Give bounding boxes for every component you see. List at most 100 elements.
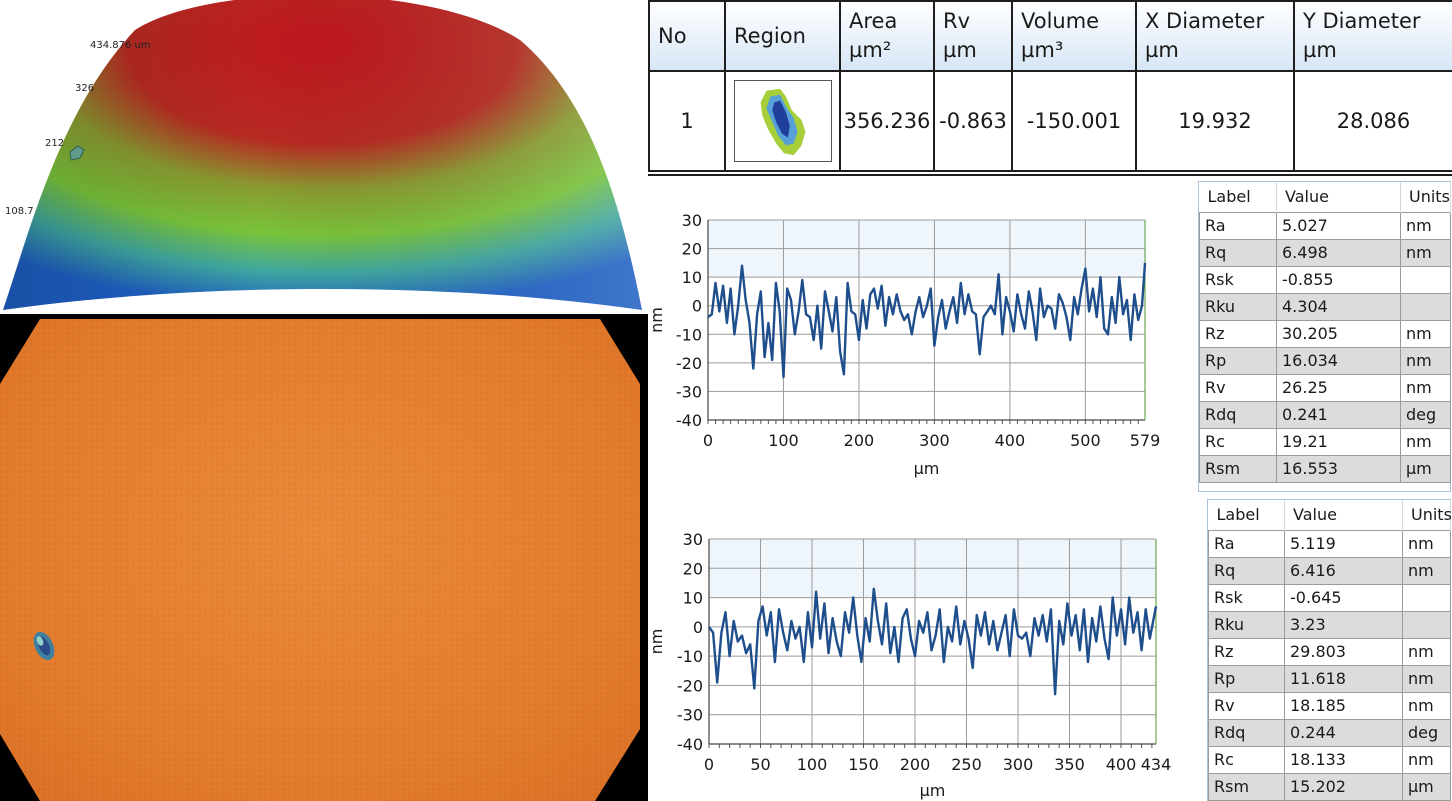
- stats-cell-unit: nm: [1402, 691, 1451, 720]
- stats-cell-value: 11.618: [1284, 664, 1403, 693]
- y-tick-label: 10: [683, 589, 703, 608]
- table-row[interactable]: Rp 16.034 nm: [1199, 346, 1451, 375]
- y-tick-label: -40: [677, 735, 703, 754]
- stats-cell-label: Rsm: [1208, 772, 1285, 801]
- table-row[interactable]: Rdq 0.244 deg: [1208, 718, 1451, 747]
- table-row[interactable]: Rq 6.416 nm: [1208, 556, 1451, 585]
- y-tick-label: -30: [677, 706, 703, 725]
- stats-cell-unit: nm: [1400, 211, 1451, 240]
- table-row[interactable]: Rku 4.304: [1199, 292, 1451, 321]
- stats-header-value[interactable]: Value: [1284, 500, 1403, 530]
- stats-cell-label: Ra: [1199, 211, 1277, 240]
- stats-cell-value: 30.205: [1276, 319, 1401, 348]
- stats-cell-label: Rv: [1199, 373, 1277, 402]
- x-tick-label: 100: [768, 431, 799, 450]
- stats-header-label[interactable]: Label: [1208, 500, 1285, 530]
- x-tick-label: 300: [1003, 755, 1034, 774]
- stats-cell-unit: nm: [1402, 637, 1451, 666]
- stats-header-label[interactable]: Label: [1199, 182, 1277, 212]
- table-row[interactable]: Rsk -0.645: [1208, 583, 1451, 612]
- header-region[interactable]: Region: [724, 0, 841, 72]
- y-tick-label: 10: [682, 268, 702, 287]
- stats-cell-value: 3.23: [1284, 610, 1403, 639]
- cell-y-diameter: 28.086: [1293, 70, 1452, 172]
- stats-cell-unit: nm: [1402, 556, 1451, 585]
- stats-cell-value: 16.553: [1276, 454, 1401, 483]
- stats-cell-label: Rv: [1208, 691, 1285, 720]
- table-row[interactable]: Rv 26.25 nm: [1199, 373, 1451, 402]
- stats-cell-label: Rz: [1199, 319, 1277, 348]
- stats-cell-value: 0.244: [1284, 718, 1403, 747]
- stats-cell-unit: nm: [1400, 238, 1451, 267]
- table-row[interactable]: Rz 30.205 nm: [1199, 319, 1451, 348]
- stats-header-value[interactable]: Value: [1276, 182, 1401, 212]
- stats-cell-unit: deg: [1400, 400, 1451, 429]
- stats-header-units[interactable]: Units: [1400, 182, 1451, 212]
- 2d-surface-map[interactable]: [0, 314, 648, 801]
- x-axis-label: µm: [920, 781, 946, 800]
- stats-cell-label: Rdq: [1199, 400, 1277, 429]
- profile-series-line: [707, 262, 1147, 379]
- table-row[interactable]: Rku 3.23: [1208, 610, 1451, 639]
- region-thumbnail: [733, 80, 832, 162]
- table-row[interactable]: Rc 18.133 nm: [1208, 745, 1451, 774]
- table-row[interactable]: 1 356.236 -0.863 -150.001 19.932 28.086: [648, 70, 1452, 172]
- x-axis-label: µm: [914, 459, 940, 478]
- y-tick-label: 30: [682, 211, 702, 230]
- stats-cell-label: Rp: [1199, 346, 1277, 375]
- table-row[interactable]: Rsm 16.553 µm: [1199, 454, 1451, 483]
- stats-cell-value: 5.119: [1284, 529, 1403, 558]
- table-row[interactable]: Ra 5.119 nm: [1208, 529, 1451, 558]
- stats-cell-value: 0.241: [1276, 400, 1401, 429]
- stats-cell-value: -0.855: [1276, 265, 1401, 294]
- stats-cell-label: Rc: [1208, 745, 1285, 774]
- x-tick-label: 400: [995, 431, 1026, 450]
- y-tick-label: -40: [676, 411, 702, 430]
- x-tick-label: 50: [750, 755, 770, 774]
- x-tick-label: 0: [703, 431, 713, 450]
- profile-graph-1[interactable]: 30 20 10 0 -10 -20 -30 -40 0 100 200 300 400 500 579 µm…: [647, 180, 1196, 490]
- table-row[interactable]: Rp 11.618 nm: [1208, 664, 1451, 693]
- stats-cell-value: 6.498: [1276, 238, 1401, 267]
- table-row[interactable]: Rq 6.498 nm: [1199, 238, 1451, 267]
- stats-cell-label: Rku: [1199, 292, 1277, 321]
- table-row[interactable]: Rsm 15.202 µm: [1208, 772, 1451, 801]
- roughness-stats-panel-1: Label Value Units Ra 5.027 nm Rq 6.498 nm Rsk -…: [1198, 181, 1451, 492]
- y-tick-label: 30: [683, 530, 703, 549]
- cell-x-diameter: 19.932: [1135, 70, 1295, 172]
- table-row[interactable]: Ra 5.027 nm: [1199, 211, 1451, 240]
- header-y-diameter[interactable]: Y Diameter µm: [1293, 0, 1452, 72]
- 3d-axis-label: 108.7: [5, 206, 34, 217]
- header-rv[interactable]: Rv µm: [933, 0, 1013, 72]
- stats-cell-value: 19.21: [1276, 427, 1401, 456]
- defect-marker-3d: [69, 145, 85, 161]
- x-tick-label: 350: [1054, 755, 1085, 774]
- header-no[interactable]: No: [648, 0, 726, 72]
- stats-cell-unit: nm: [1402, 529, 1451, 558]
- defect-marker-2d: [33, 631, 55, 661]
- 3d-axis-label: 434.876 um: [90, 40, 151, 51]
- y-tick-label: -10: [676, 325, 702, 344]
- 3d-surface-view[interactable]: 434.876 um 326 212 108.7: [0, 0, 648, 314]
- profile-graph-2[interactable]: 30 20 10 0 -10 -20 -30 -40 0 50 100 150 200 250 300 350…: [647, 496, 1203, 801]
- table-row[interactable]: Rv 18.185 nm: [1208, 691, 1451, 720]
- table-row[interactable]: Rz 29.803 nm: [1208, 637, 1451, 666]
- stats-cell-value: 18.185: [1284, 691, 1403, 720]
- y-tick-label: 0: [692, 297, 702, 316]
- stats-header-row: Label Value Units: [1199, 182, 1451, 212]
- header-x-diameter[interactable]: X Diameter µm: [1135, 0, 1295, 72]
- x-tick-label: 500: [1070, 431, 1101, 450]
- stats-cell-value: 4.304: [1276, 292, 1401, 321]
- table-row[interactable]: Rdq 0.241 deg: [1199, 400, 1451, 429]
- 3d-axis-label: 212: [45, 138, 65, 149]
- x-tick-label: 100: [797, 755, 828, 774]
- region-table-header: No Region Area µm² Rv µm Volume µm³ X Diame…: [648, 0, 1452, 72]
- stats-cell-value: 26.25: [1276, 373, 1401, 402]
- stats-header-units[interactable]: Units: [1402, 500, 1452, 530]
- region-results-panel: No Region Area µm² Rv µm Volume µm³ X Diame…: [648, 0, 1452, 176]
- stats-cell-label: Rsk: [1208, 583, 1285, 612]
- table-row[interactable]: Rc 19.21 nm: [1199, 427, 1451, 456]
- header-area[interactable]: Area µm²: [839, 0, 935, 72]
- header-volume[interactable]: Volume µm³: [1011, 0, 1137, 72]
- table-row[interactable]: Rsk -0.855: [1199, 265, 1451, 294]
